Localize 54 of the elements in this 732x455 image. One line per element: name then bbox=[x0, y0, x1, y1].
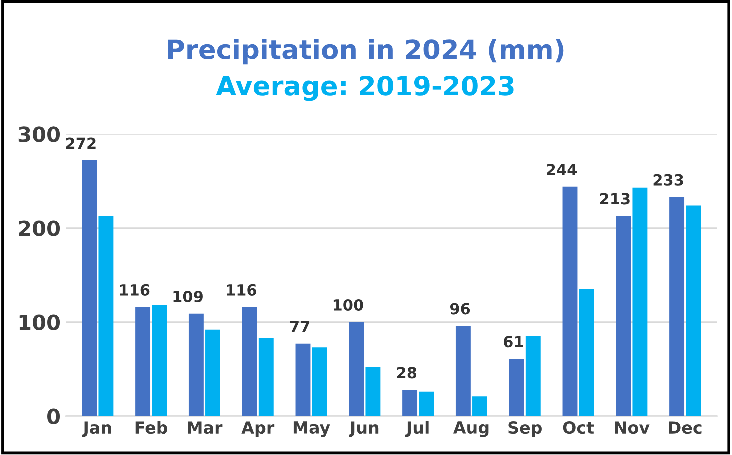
bar bbox=[258, 338, 274, 416]
data-label: 233 bbox=[654, 174, 684, 186]
bar bbox=[402, 390, 418, 416]
y-tick-label: 300 bbox=[18, 126, 60, 142]
data-label: 272 bbox=[66, 138, 96, 150]
chart-subtitle: Average: 2019-2023 bbox=[216, 76, 514, 102]
bar bbox=[419, 392, 434, 416]
data-label: 96 bbox=[450, 303, 470, 315]
data-label: 116 bbox=[120, 284, 150, 296]
x-tick-label: Feb bbox=[136, 421, 168, 434]
bar bbox=[296, 344, 311, 416]
bar bbox=[526, 336, 541, 416]
x-tick-label: Jun bbox=[349, 422, 379, 438]
bar bbox=[366, 367, 381, 416]
data-label: 116 bbox=[227, 284, 256, 296]
bar bbox=[98, 216, 114, 416]
bar bbox=[579, 289, 594, 416]
bar bbox=[632, 188, 648, 416]
x-tick-label: Apr bbox=[242, 422, 275, 438]
bar bbox=[509, 358, 524, 416]
bar bbox=[562, 186, 578, 416]
bar bbox=[82, 160, 98, 416]
bar bbox=[206, 330, 220, 416]
bar bbox=[616, 216, 632, 416]
bar bbox=[686, 206, 702, 416]
x-tick-label: Nov bbox=[615, 422, 650, 434]
bar bbox=[136, 307, 151, 416]
data-label: 61 bbox=[504, 336, 524, 348]
data-label: 109 bbox=[174, 290, 203, 303]
data-label: 100 bbox=[334, 299, 364, 311]
bar bbox=[456, 326, 471, 416]
data-label: 244 bbox=[547, 164, 578, 176]
x-tick-label: Sep bbox=[508, 421, 542, 438]
y-tick-label: 200 bbox=[19, 220, 60, 236]
data-label: 213 bbox=[600, 193, 630, 205]
bar bbox=[188, 314, 204, 416]
y-tick-label: 100 bbox=[20, 314, 60, 331]
data-label: 77 bbox=[290, 321, 310, 332]
x-tick-label: May bbox=[294, 422, 330, 438]
bar bbox=[670, 197, 685, 416]
bar bbox=[312, 348, 328, 416]
x-tick-label: Jan bbox=[82, 422, 112, 438]
bar bbox=[349, 322, 364, 416]
x-tick-label: Jul bbox=[405, 421, 429, 438]
x-tick-label: Dec bbox=[669, 422, 702, 434]
bar bbox=[152, 305, 168, 416]
x-tick-label: Aug bbox=[453, 422, 489, 438]
y-tick-label: 0 bbox=[48, 408, 60, 425]
bar bbox=[242, 307, 258, 416]
data-label: 28 bbox=[397, 367, 417, 379]
bar bbox=[472, 396, 488, 416]
x-tick-label: Mar bbox=[188, 422, 223, 434]
chart-title: Precipitation in 2024 (mm) bbox=[168, 39, 564, 65]
x-tick-label: Oct bbox=[563, 421, 594, 434]
